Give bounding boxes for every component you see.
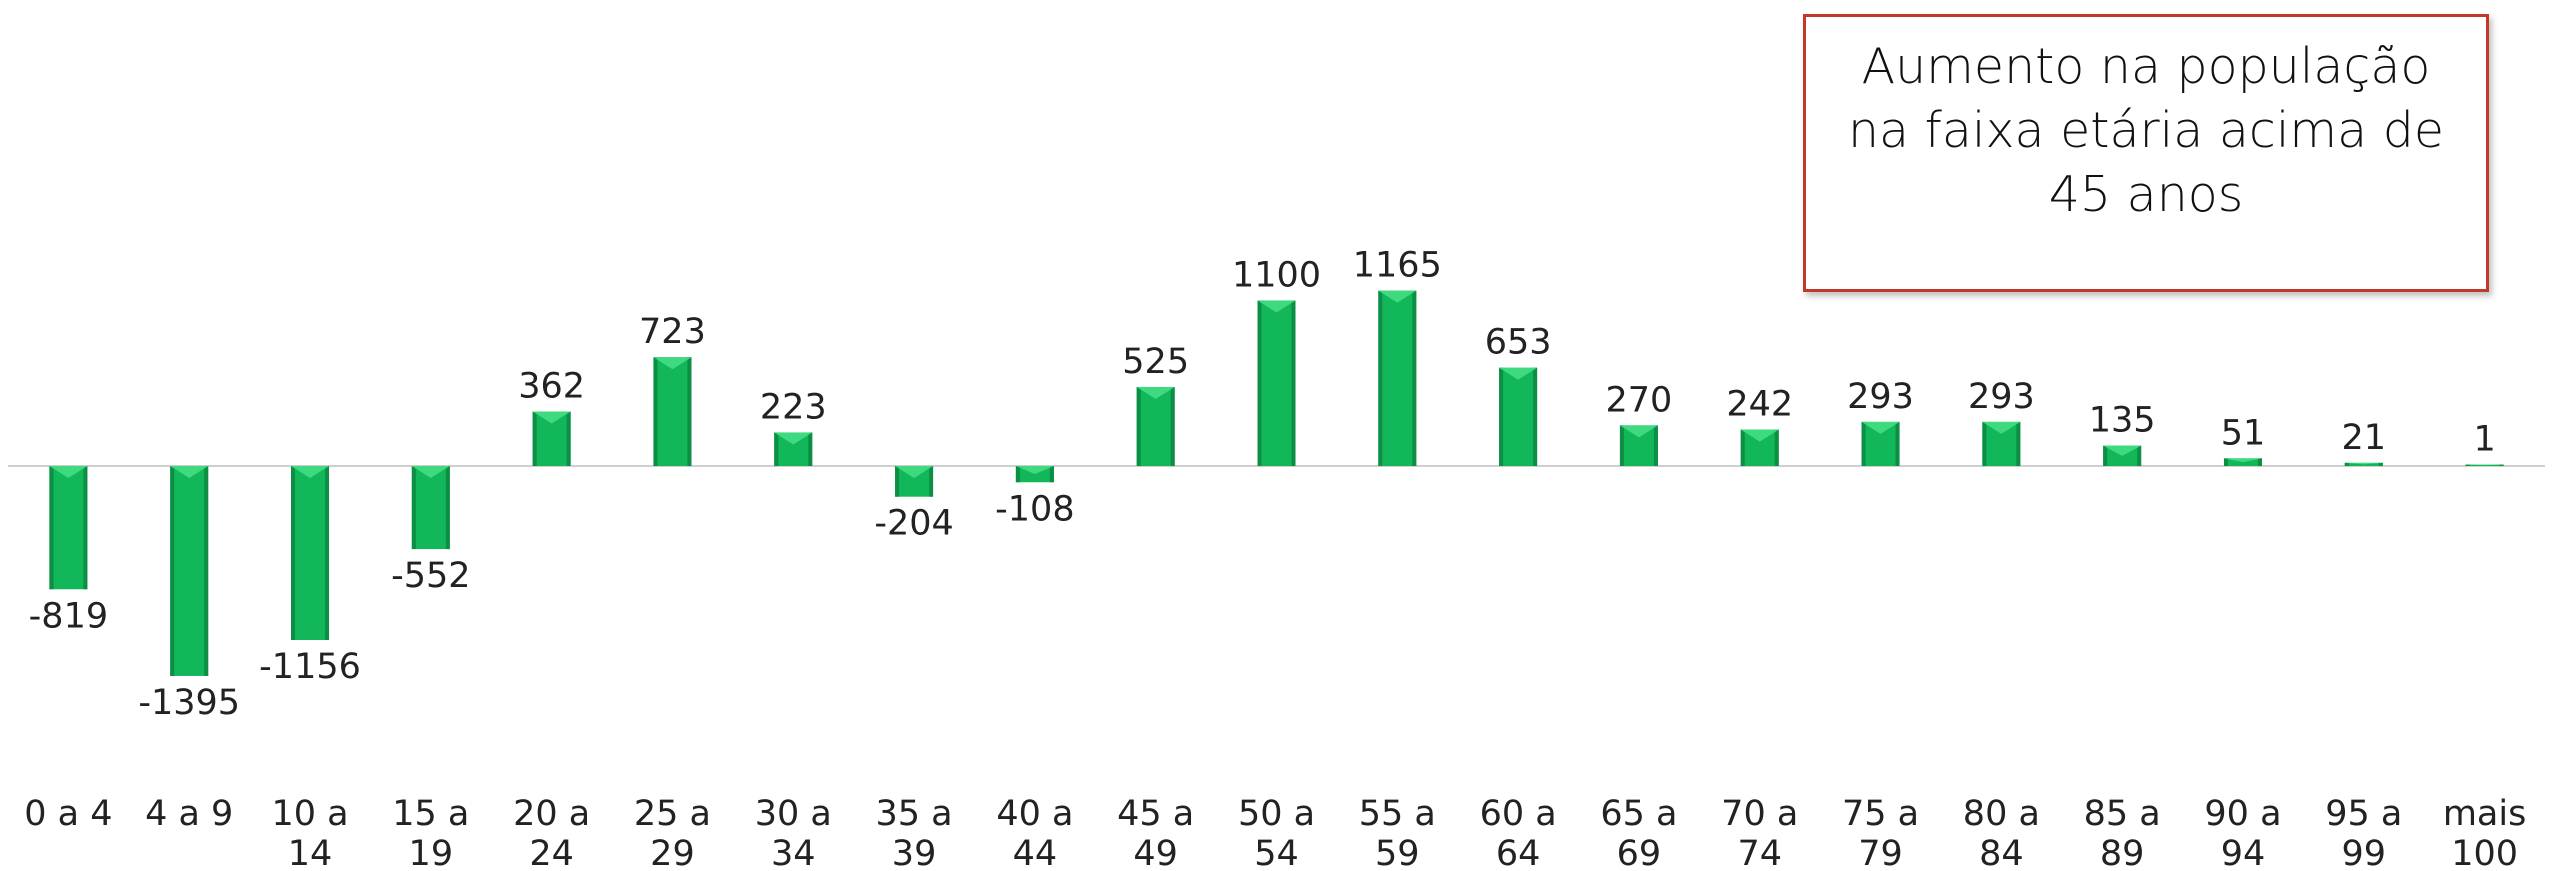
value-label: 223 bbox=[760, 387, 827, 427]
bar-35-a-39 bbox=[895, 466, 934, 497]
category-label: mais 100 bbox=[2443, 794, 2527, 871]
bar-10-a-14 bbox=[291, 466, 330, 640]
value-label: 293 bbox=[1968, 377, 2035, 417]
bar-45-a-49 bbox=[1136, 386, 1175, 466]
category-label: 45 a 49 bbox=[1117, 794, 1194, 871]
category-label: 60 a 64 bbox=[1480, 794, 1557, 871]
category-label: 65 a 69 bbox=[1600, 794, 1677, 871]
annotation-callout-text: Aumento na população na faixa etária aci… bbox=[1847, 38, 2445, 223]
value-label: 21 bbox=[2342, 418, 2387, 458]
category-label: 55 a 59 bbox=[1359, 794, 1436, 871]
bar-50-a-54 bbox=[1257, 300, 1296, 466]
bar-25-a-29 bbox=[653, 357, 692, 466]
bar-65-a-69 bbox=[1619, 425, 1658, 466]
value-label: -108 bbox=[995, 489, 1074, 529]
category-label: 4 a 9 bbox=[145, 794, 233, 834]
bar-15-a-19 bbox=[411, 466, 450, 550]
category-label: 0 a 4 bbox=[24, 794, 112, 834]
value-label: -819 bbox=[29, 596, 108, 636]
category-label: 35 a 39 bbox=[876, 794, 953, 871]
bar-40-a-44 bbox=[1015, 466, 1054, 483]
category-label: 80 a 84 bbox=[1963, 794, 2040, 871]
category-label: 95 a 99 bbox=[2325, 794, 2402, 871]
bar-75-a-79 bbox=[1861, 421, 1900, 466]
category-label: 70 a 74 bbox=[1721, 794, 1798, 871]
value-label: 653 bbox=[1485, 323, 1552, 363]
value-label: 1100 bbox=[1232, 255, 1321, 295]
category-label: 30 a 34 bbox=[755, 794, 832, 871]
category-label: 85 a 89 bbox=[2084, 794, 2161, 871]
value-label: 270 bbox=[1606, 380, 1673, 420]
value-label: -552 bbox=[391, 556, 470, 596]
value-label: 723 bbox=[639, 312, 706, 352]
category-label: 90 a 94 bbox=[2204, 794, 2281, 871]
value-label: 135 bbox=[2089, 401, 2156, 441]
value-label: -204 bbox=[874, 504, 953, 544]
bar-85-a-89 bbox=[2103, 445, 2142, 466]
value-label: 293 bbox=[1847, 377, 1914, 417]
category-label: 15 a 19 bbox=[392, 794, 469, 871]
category-label: 75 a 79 bbox=[1842, 794, 1919, 871]
value-label: 1 bbox=[2473, 420, 2495, 460]
value-label: 525 bbox=[1122, 342, 1189, 382]
category-label: 10 a 14 bbox=[271, 794, 348, 871]
bar-80-a-84 bbox=[1982, 421, 2021, 466]
bar-70-a-74 bbox=[1740, 429, 1779, 466]
category-label: 20 a 24 bbox=[513, 794, 590, 871]
value-label: -1156 bbox=[259, 647, 361, 687]
bar-95-a-99 bbox=[2344, 462, 2383, 466]
category-label: 50 a 54 bbox=[1238, 794, 1315, 871]
value-label: 242 bbox=[1726, 385, 1793, 425]
annotation-callout-box: Aumento na população na faixa etária aci… bbox=[1803, 14, 2489, 292]
category-label: 40 a 44 bbox=[996, 794, 1073, 871]
bar-60-a-64 bbox=[1499, 367, 1538, 466]
bar-mais-100 bbox=[2465, 464, 2504, 466]
bar-90-a-94 bbox=[2223, 458, 2262, 466]
value-label: 51 bbox=[2221, 413, 2266, 453]
value-label: 362 bbox=[518, 367, 585, 407]
bar-20-a-24 bbox=[532, 411, 571, 466]
bar-30-a-34 bbox=[774, 432, 813, 466]
bar-55-a-59 bbox=[1378, 290, 1417, 466]
value-label: -1395 bbox=[138, 683, 240, 723]
category-label: 25 a 29 bbox=[634, 794, 711, 871]
value-label: 1165 bbox=[1353, 246, 1442, 286]
bar-4-a-9 bbox=[170, 466, 209, 676]
bar-0-a-4 bbox=[49, 466, 88, 590]
